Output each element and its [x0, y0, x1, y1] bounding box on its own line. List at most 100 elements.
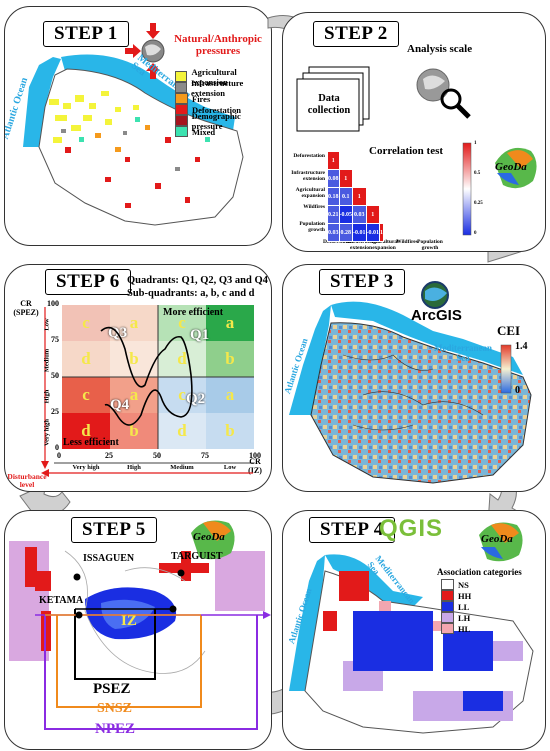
geoda-logo-text: GeoDa: [495, 161, 527, 173]
x-level-label: Very high: [72, 464, 100, 471]
step4-panel: STEP 4 QGIS GeoDa Atlantic Ocean Mediter…: [282, 510, 546, 750]
zone-psez: PSEZ: [93, 681, 131, 697]
y-tick-label: 50: [51, 371, 59, 380]
step1-legend-swatch: [175, 93, 188, 104]
subquadrant-cell: b: [110, 341, 158, 377]
step1-legend-swatch: [175, 82, 187, 93]
step4-legend-item: LH: [441, 612, 471, 623]
arcgis-label: ArcGIS: [411, 307, 462, 324]
step1-title: STEP 1: [43, 21, 129, 47]
step3-title: STEP 3: [319, 269, 405, 295]
place-issaguen: ISSAGUEN: [83, 553, 135, 564]
step1-legend-swatch: [175, 126, 188, 137]
correlation-cell: 0.28: [338, 223, 353, 242]
subquadrant-cell: b: [206, 413, 254, 449]
step1-legend-label: Agricultural expansion: [191, 66, 237, 87]
correlation-cell: -0.01: [352, 223, 367, 242]
step1-legend-swatch: [175, 104, 188, 115]
corr-col-label: Agricultural expansion: [369, 239, 399, 251]
qgis-label: QGIS: [379, 515, 444, 542]
subquadrant-cell: b: [206, 341, 254, 377]
step1-legend-label: Demographic pressure: [191, 110, 241, 131]
corr-col-label: Wildfires: [396, 239, 418, 245]
correlation-cell: 0.08: [327, 169, 340, 188]
corr-col-label: Population growth: [417, 239, 443, 251]
cei-max: 1.4: [515, 341, 528, 352]
step1-legend-label: Fires: [192, 93, 211, 104]
subquadrant-cell: a: [206, 305, 254, 341]
y-level-label: High: [43, 389, 51, 404]
correlation-empty-cell: [353, 170, 367, 188]
step1-legend-swatch: [175, 71, 188, 82]
quadrant-grid: c a c a d b d b c a c a d b d b Q3 Q1 Q4 Q2: [62, 305, 254, 449]
association-legend: NS HH LL LH HL: [441, 579, 471, 634]
subquadrant-cell: d: [158, 341, 206, 377]
correlation-cell: 1: [352, 187, 367, 206]
step1-legend: Agricultural expansion Infrastructure ext…: [175, 67, 271, 137]
cei-min: 0: [515, 385, 520, 396]
step6-title: STEP 6: [45, 269, 131, 295]
correlation-cell: -0.05: [338, 205, 353, 224]
step5-title: STEP 5: [71, 517, 157, 543]
step4-legend-item: HH: [441, 590, 471, 601]
data-collection-label: Data collection: [307, 93, 351, 116]
subquadrant-cell: d: [158, 413, 206, 449]
step1-legend-item: Demographic pressure: [175, 111, 271, 131]
y-level-label: Very high: [43, 418, 51, 447]
x-tick-label: 50: [153, 451, 161, 460]
step4-legend-swatch: [441, 623, 454, 634]
correlation-empty-cell: [380, 152, 384, 170]
disturbance-label: Disturbance level: [7, 472, 47, 489]
step1-legend-label: Mixed: [192, 126, 216, 137]
step4-legend-item: LL: [441, 601, 471, 612]
corr-scale-label: 1: [474, 141, 477, 146]
step2-graphics: [296, 66, 537, 236]
correlation-empty-cell: [380, 206, 384, 224]
quadrant-label: Q3: [108, 325, 128, 341]
pressures-title: Natural/Anthropic pressures: [174, 33, 262, 57]
x-tick-label: 100: [249, 451, 261, 460]
corr-row-label: Population growth: [299, 221, 325, 233]
corr-row-label: Infrastructure extension: [291, 170, 325, 182]
corr-row-label: Wildfires: [303, 204, 325, 210]
step3-map: [289, 281, 532, 484]
x-level-label: Low: [223, 464, 237, 471]
step1-legend-label: Deforestation: [192, 104, 241, 115]
step4-legend-swatch: [441, 590, 454, 601]
cei-label: CEI: [497, 323, 521, 338]
correlation-cell: 0.21: [327, 205, 340, 224]
x-tick-label: 75: [201, 451, 209, 460]
correlation-cell: 0.1: [338, 187, 353, 206]
step3-panel: STEP 3 ArcGIS Atlantic Ocean Mediterrane…: [282, 264, 546, 492]
step4-legend-label: HH: [458, 590, 472, 601]
corr-row-label: Deforestation: [293, 153, 325, 159]
step6-panel: STEP 6 Quadrants: Q1, Q2, Q3 and Q4 Sub-…: [4, 264, 272, 492]
y-level-label: Low: [43, 318, 51, 331]
geoda-logo-4: GeoDa: [481, 533, 513, 545]
zone-snsz: SNSZ: [97, 701, 133, 716]
corr-col-label: Infrastructure extension: [346, 239, 380, 251]
step4-legend-item: HL: [441, 623, 471, 634]
more-efficient-label: More efficient: [163, 307, 224, 318]
step4-legend-label: NS: [458, 579, 469, 590]
place-ketama: KETAMA: [39, 595, 84, 606]
x-axis-title: CR (IZ): [248, 457, 262, 475]
correlation-empty-cell: [366, 152, 380, 170]
geoda-logo-5: GeoDa: [193, 531, 225, 543]
quadrant-label: Q1: [190, 327, 210, 343]
correlation-cell: 1: [379, 223, 384, 242]
step4-legend-label: LL: [458, 601, 470, 612]
correlation-cell: 1: [365, 205, 380, 224]
step4-legend-label: LH: [458, 612, 471, 623]
correlation-empty-cell: [339, 152, 353, 170]
step4-map: [289, 522, 534, 734]
step1-map: [23, 23, 244, 226]
x-tick-label: 0: [57, 451, 61, 460]
quadrant-label: Q2: [186, 391, 206, 407]
quadrants-line: Quadrants: Q1, Q2, Q3 and Q4: [127, 275, 268, 286]
step2-title: STEP 2: [313, 21, 399, 47]
analysis-scale-label: Analysis scale: [407, 43, 473, 55]
x-tick-label: 25: [105, 451, 113, 460]
subquadrants-line: Sub-quadrants: a, b, c and d: [127, 288, 255, 299]
place-targuist: TARGUIST: [171, 551, 223, 562]
